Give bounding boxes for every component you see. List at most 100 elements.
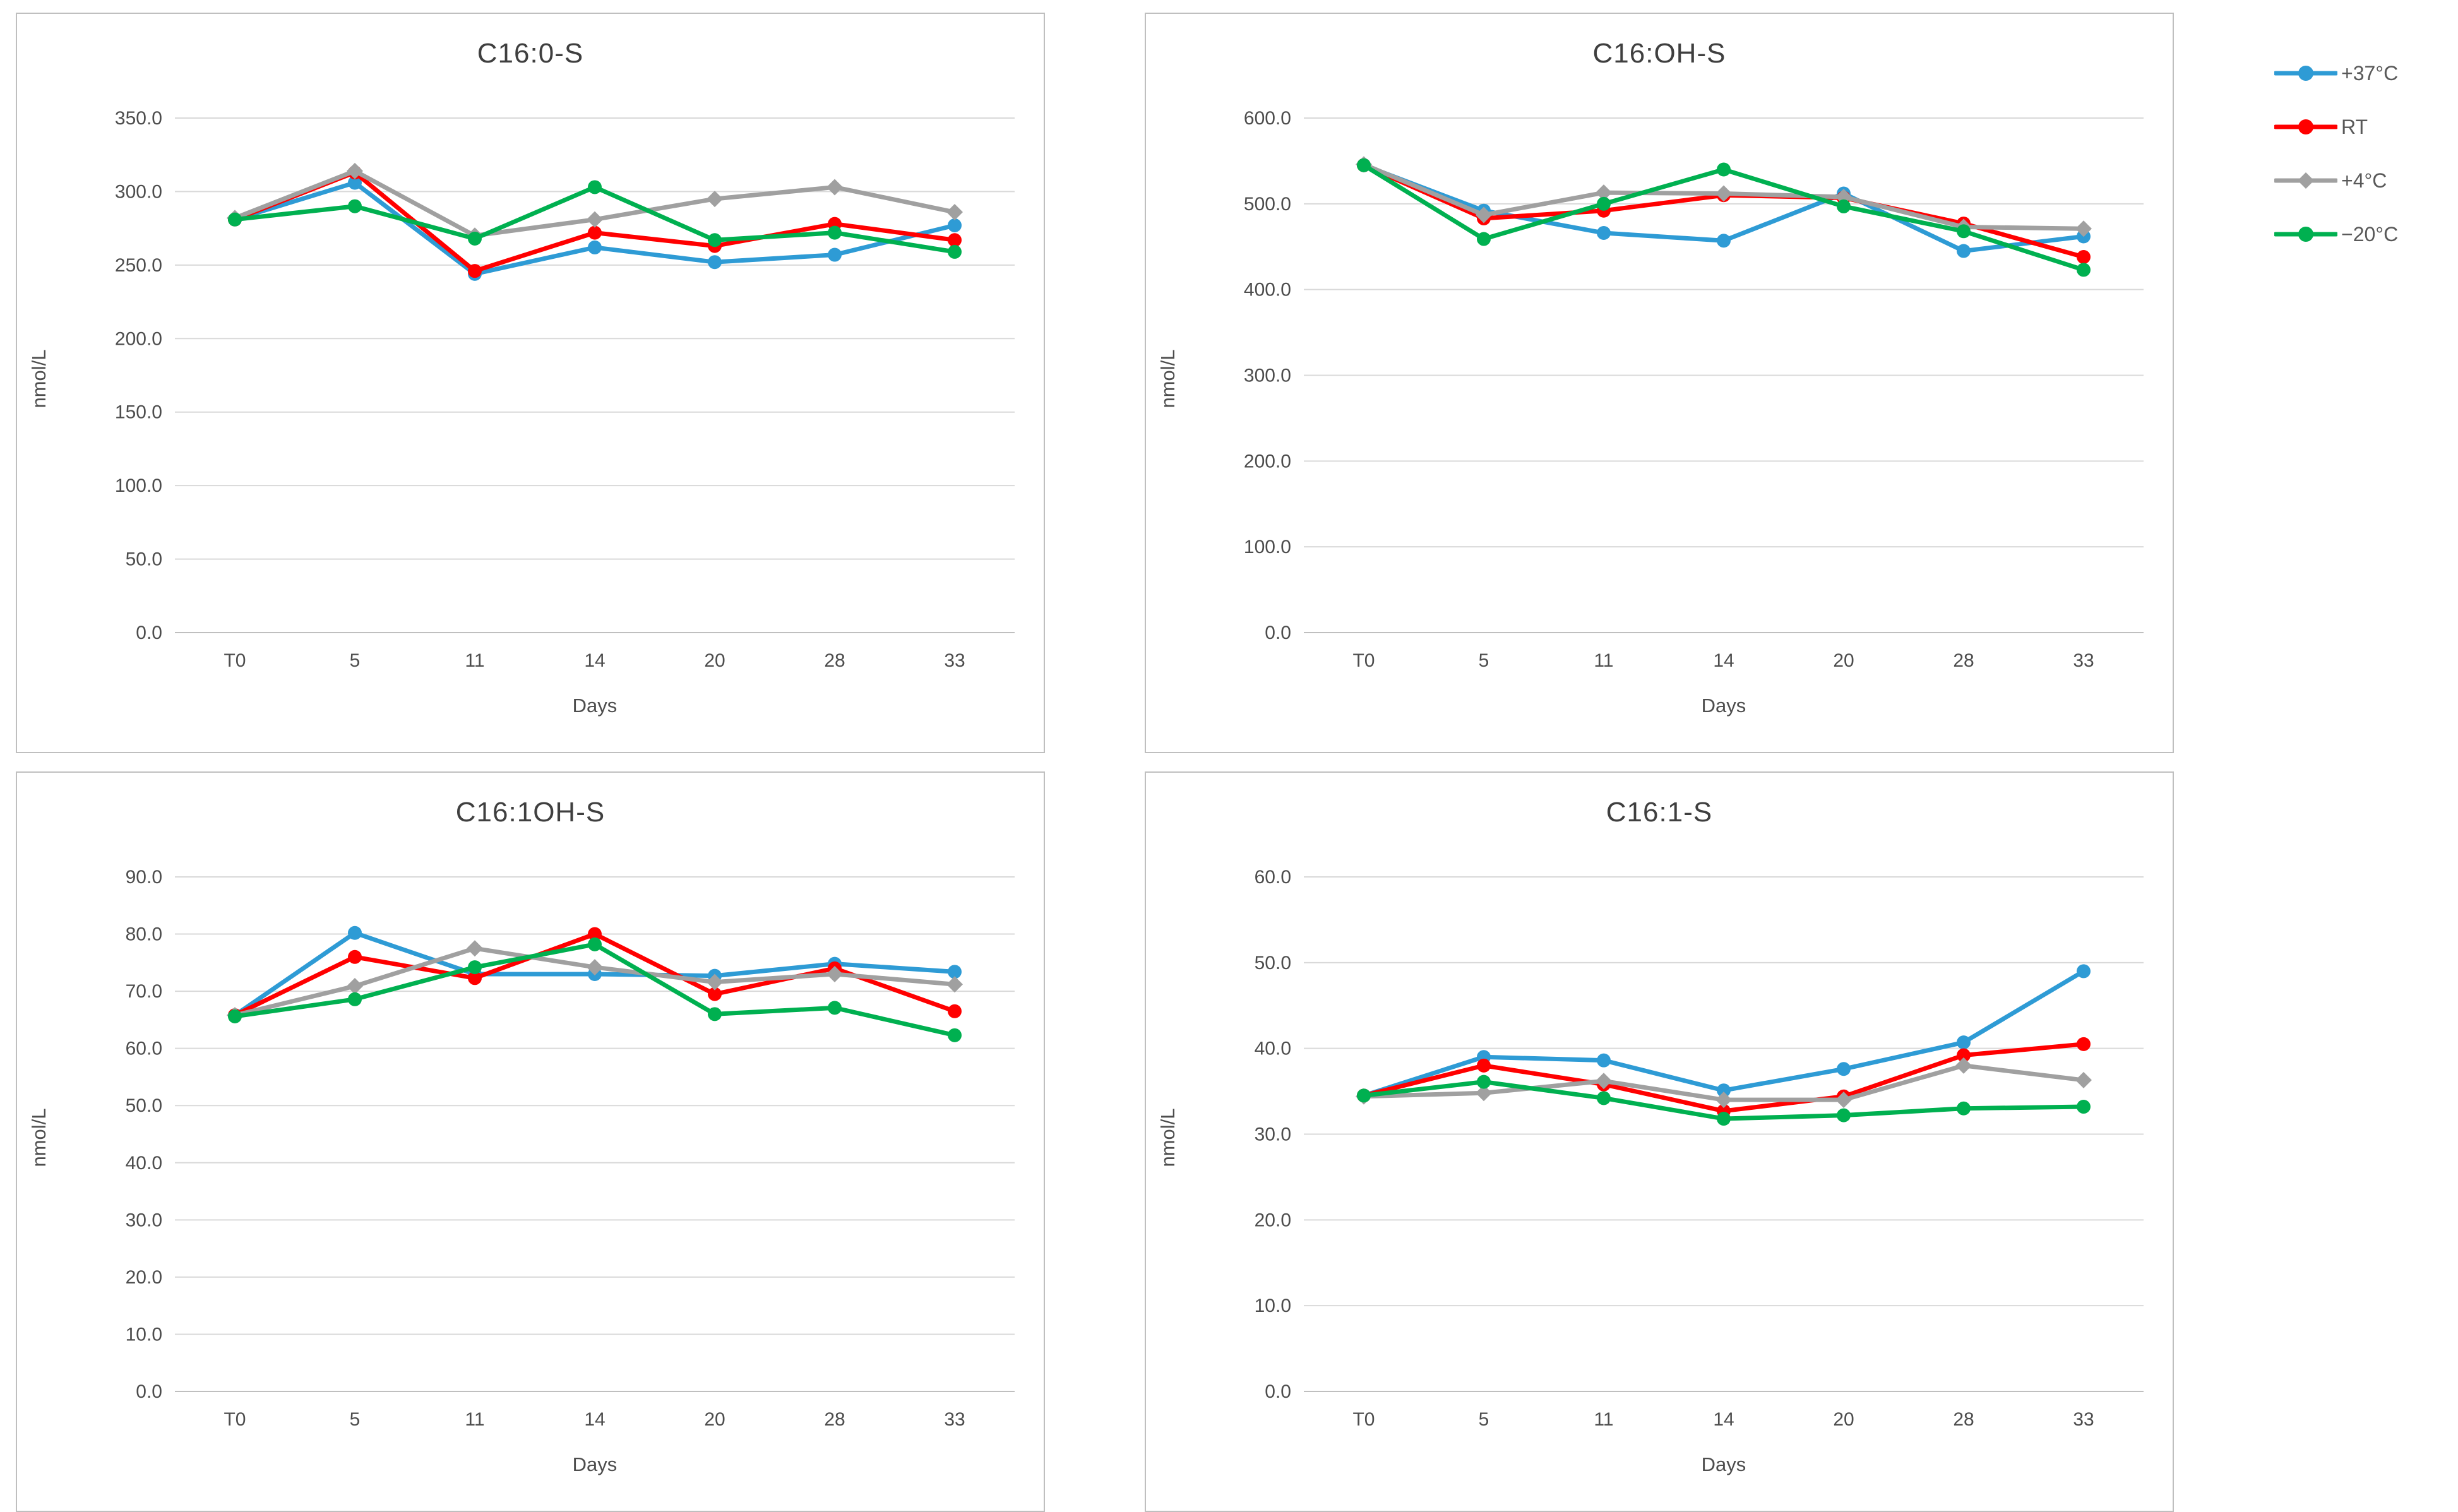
y-tick-label: 300.0	[1244, 366, 1291, 386]
data-point-marker	[1837, 1062, 1851, 1076]
y-tick-label: 350.0	[115, 108, 162, 129]
data-point-marker	[948, 218, 962, 232]
legend-key-line-icon	[2274, 66, 2337, 81]
data-point-marker	[588, 927, 602, 941]
data-point-marker	[1957, 1035, 1971, 1050]
data-point-marker	[946, 204, 963, 221]
x-tick-label: 5	[1479, 650, 1489, 671]
y-tick-label: 50.0	[126, 549, 162, 570]
y-tick-label: 0.0	[1265, 1381, 1291, 1402]
x-tick-label: T0	[224, 1409, 246, 1430]
y-tick-label: 30.0	[1255, 1124, 1291, 1145]
data-point-marker	[348, 992, 362, 1006]
data-point-marker	[468, 231, 482, 246]
x-tick-label: 33	[2073, 650, 2094, 671]
series-line-+37°C	[1361, 968, 2086, 1098]
data-point-marker	[1596, 184, 1612, 201]
y-tick-label: 0.0	[1265, 622, 1291, 643]
legend: +37°C RT +4°C −20°C	[2274, 62, 2457, 246]
data-point-marker	[1957, 1101, 1971, 1116]
data-point-marker	[948, 1028, 962, 1042]
y-tick-label: 500.0	[1244, 194, 1291, 215]
y-tick-label: 70.0	[126, 981, 162, 1002]
x-tick-label: 5	[1479, 1409, 1489, 1430]
y-tick-label: 200.0	[115, 328, 162, 349]
data-point-marker	[1476, 206, 1492, 223]
y-tick-label: 10.0	[126, 1324, 162, 1345]
y-tick-label: 90.0	[126, 867, 162, 888]
chart-title: C16:1OH-S	[455, 797, 606, 828]
x-axis-label: Days	[572, 694, 617, 717]
data-point-marker	[1717, 234, 1731, 248]
data-point-marker	[2077, 1100, 2091, 1114]
x-tick-label: 28	[1953, 1409, 1974, 1430]
legend-item-37c: +37°C	[2274, 62, 2457, 85]
legend-key-line-icon	[2274, 172, 2337, 189]
x-tick-label: 14	[584, 1409, 605, 1430]
data-point-marker	[588, 240, 602, 254]
y-tick-label: 100.0	[115, 475, 162, 496]
data-point-marker	[708, 987, 722, 1001]
data-point-marker	[468, 971, 482, 985]
data-point-marker	[2075, 220, 2092, 237]
legend-marker	[2298, 66, 2313, 81]
data-point-marker	[1715, 185, 1732, 202]
data-point-marker	[467, 940, 483, 957]
data-point-marker	[348, 176, 362, 190]
data-point-marker	[1477, 1058, 1491, 1073]
x-tick-label: T0	[1352, 1409, 1375, 1430]
y-tick-label: 0.0	[136, 1381, 162, 1402]
legend-label: −20°C	[2341, 222, 2399, 246]
y-tick-label: 60.0	[126, 1039, 162, 1059]
data-point-marker	[1837, 199, 1851, 213]
data-point-marker	[946, 976, 963, 993]
legend-label: RT	[2341, 115, 2368, 138]
y-tick-label: 100.0	[1244, 537, 1291, 557]
x-tick-label: 11	[1594, 1409, 1613, 1430]
data-point-marker	[1837, 1108, 1851, 1122]
legend-label: +37°C	[2341, 61, 2399, 85]
data-point-marker	[348, 926, 362, 940]
y-tick-label: 80.0	[126, 924, 162, 945]
data-point-marker	[707, 191, 723, 208]
x-tick-label: 11	[465, 1409, 484, 1430]
data-point-marker	[1715, 1092, 1732, 1109]
x-axis-label: Days	[1701, 694, 1746, 717]
data-point-marker	[1717, 162, 1731, 177]
data-point-marker	[1596, 1073, 1612, 1090]
chart-title: C16:1-S	[1606, 797, 1713, 828]
y-tick-label: 150.0	[115, 402, 162, 423]
y-tick-label: 30.0	[126, 1210, 162, 1230]
data-point-marker	[707, 973, 723, 991]
x-tick-label: 14	[1713, 650, 1734, 671]
data-point-marker	[2077, 964, 2091, 979]
data-point-marker	[348, 199, 362, 213]
x-tick-label: T0	[224, 650, 246, 671]
data-point-marker	[1476, 1085, 1492, 1102]
series-line-−20°C	[1361, 163, 2086, 272]
data-point-marker	[347, 162, 363, 179]
x-tick-label: 33	[944, 650, 965, 671]
data-point-marker	[828, 1001, 842, 1015]
data-point-marker	[587, 959, 603, 976]
x-tick-label: 28	[824, 1409, 845, 1430]
x-tick-label: 28	[824, 650, 845, 671]
plot-area: 0.0 50.0 100.0 150.0 200.0 250.0 300.0 350.0 T0 5…	[115, 108, 1015, 671]
chart-panel-c16-oh-s: C16:OH-S nmol/L 0.0 100.0 200.0 300.0 400.0 5…	[1145, 13, 2174, 753]
legend-marker	[2298, 119, 2313, 134]
data-point-marker	[948, 1004, 962, 1018]
data-point-marker	[2077, 250, 2091, 265]
x-tick-label: 14	[584, 650, 605, 671]
data-point-marker	[948, 233, 962, 247]
legend-item-4c: +4°C	[2274, 169, 2457, 192]
data-point-marker	[1357, 1088, 1371, 1103]
y-tick-label: 50.0	[1255, 953, 1291, 973]
x-tick-label: 5	[350, 1409, 361, 1430]
y-tick-label: 60.0	[1255, 867, 1291, 888]
legend-item-minus20c: −20°C	[2274, 223, 2457, 246]
x-tick-label: 14	[1713, 1409, 1734, 1430]
x-tick-label: 33	[944, 1409, 965, 1430]
data-point-marker	[708, 233, 722, 247]
y-tick-label: 50.0	[126, 1095, 162, 1116]
